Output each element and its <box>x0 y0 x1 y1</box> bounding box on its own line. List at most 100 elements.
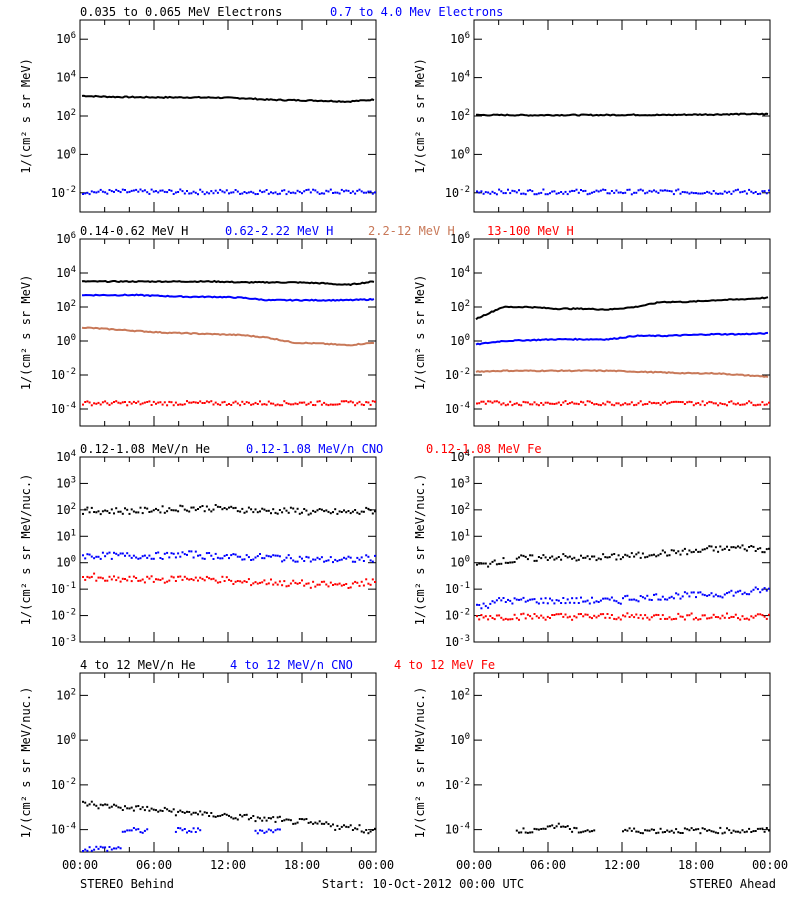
data-point <box>582 830 585 833</box>
data-point <box>128 401 131 403</box>
series-label: 0.12-1.08 MeV/n CNO <box>246 442 383 456</box>
data-point <box>495 193 498 196</box>
data-point <box>281 820 284 822</box>
data-point <box>327 404 330 407</box>
data-point <box>606 400 609 403</box>
data-point <box>701 614 704 617</box>
data-point <box>292 559 295 562</box>
data-point <box>602 553 605 556</box>
data-point <box>230 404 233 406</box>
data-point <box>113 190 115 193</box>
data-point <box>703 404 706 407</box>
data-point <box>568 190 571 193</box>
data-point <box>615 558 618 561</box>
data-point <box>316 400 319 403</box>
data-point <box>307 188 310 191</box>
data-point <box>608 192 611 195</box>
data-point <box>573 556 576 559</box>
data-point <box>172 552 175 555</box>
data-point <box>580 189 582 191</box>
data-point <box>208 552 211 554</box>
data-point <box>205 575 208 578</box>
data-point <box>714 593 717 596</box>
data-point <box>639 832 642 834</box>
data-point <box>756 193 759 195</box>
data-point <box>159 189 162 192</box>
data-point <box>522 554 525 557</box>
data-point <box>117 401 120 404</box>
data-point <box>294 822 297 825</box>
data-point <box>520 598 523 601</box>
data-point <box>86 849 89 852</box>
data-point <box>648 189 651 192</box>
data-point <box>504 404 507 407</box>
data-point <box>332 584 334 586</box>
data-point <box>374 191 376 194</box>
data-point <box>106 510 109 513</box>
data-point <box>170 810 173 813</box>
data-point <box>360 556 363 559</box>
data-point <box>679 597 682 600</box>
data-point <box>272 554 275 557</box>
data-point <box>261 819 264 822</box>
data-point <box>132 189 135 192</box>
data-point <box>192 579 195 582</box>
data-point <box>369 190 372 193</box>
data-point <box>137 557 140 560</box>
plot-frame <box>473 238 771 427</box>
data-point <box>338 828 341 830</box>
data-point <box>586 599 589 602</box>
data-point <box>327 510 330 513</box>
data-point <box>86 191 89 194</box>
data-point <box>610 190 613 192</box>
data-point <box>712 190 715 192</box>
data-point <box>597 403 600 406</box>
data-point <box>121 188 124 191</box>
data-point <box>679 832 682 834</box>
data-point <box>657 554 660 557</box>
data-point <box>511 618 514 621</box>
data-point <box>688 400 691 403</box>
y-tick-label: 104 <box>56 449 76 464</box>
data-point <box>157 551 160 554</box>
data-point <box>110 402 113 405</box>
data-point <box>161 558 164 560</box>
data-point <box>212 192 215 195</box>
data-point <box>126 404 129 407</box>
y-tick-label: 102 <box>450 108 470 123</box>
data-point <box>478 562 481 565</box>
data-point <box>228 814 230 817</box>
data-point <box>197 813 199 816</box>
data-point <box>374 554 376 557</box>
data-point <box>522 192 525 195</box>
data-point <box>489 192 492 195</box>
data-point <box>577 613 580 616</box>
data-point <box>267 828 270 831</box>
data-point <box>557 192 560 195</box>
data-point <box>564 190 567 193</box>
data-point <box>507 188 509 191</box>
data-point <box>480 607 483 610</box>
data-point <box>593 403 596 406</box>
data-point <box>562 615 565 618</box>
x-tick-label: 06:00 <box>136 858 172 872</box>
data-point <box>657 831 660 834</box>
data-point <box>239 580 242 583</box>
data-point <box>316 191 319 194</box>
data-point <box>489 562 492 565</box>
data-point <box>577 831 580 834</box>
data-point <box>515 191 518 194</box>
series-line <box>475 369 769 378</box>
data-point <box>186 553 188 556</box>
data-point <box>274 191 277 194</box>
series-line <box>81 326 375 347</box>
data-point <box>174 191 177 194</box>
data-point <box>681 615 684 618</box>
data-point <box>201 813 204 816</box>
data-point <box>256 193 259 195</box>
data-point <box>580 554 582 557</box>
data-point <box>90 849 93 852</box>
data-point <box>692 192 695 195</box>
series-line <box>81 94 375 104</box>
